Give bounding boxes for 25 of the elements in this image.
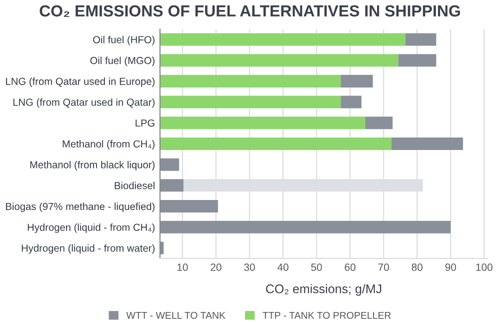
x-tick-label: 30 xyxy=(244,264,255,271)
x-tick-label: 90 xyxy=(445,264,456,271)
x-tick-label: 10 xyxy=(177,264,188,271)
x-tick-label: 70 xyxy=(378,264,389,271)
legend-label: TTP - TANK TO PROPELLER xyxy=(262,312,391,319)
y-tick-label: LPG xyxy=(136,119,154,127)
y-tick-label: Methanol (from black liquor) xyxy=(30,160,155,170)
x-axis-title: CO₂ emissions; g/MJ xyxy=(266,284,382,296)
legend-label: WTT - WELL TO TANK xyxy=(126,312,226,319)
x-tick-label: 20 xyxy=(210,264,222,271)
y-tick-label: LNG (from Qatar used in Europe) xyxy=(6,78,155,87)
x-tick-label: 60 xyxy=(344,264,356,271)
x-tick-label: 50 xyxy=(311,264,322,271)
x-tick-label: 100 xyxy=(476,264,492,271)
y-tick-label: Hydrogen (liquid - from water) xyxy=(22,244,155,254)
y-tick-label: Biodiesel xyxy=(114,182,154,190)
x-tick-label: 40 xyxy=(277,264,288,271)
y-tick-label: Oil fuel (HFO) xyxy=(93,36,155,46)
y-tick-label: Oil fuel (MGO) xyxy=(90,56,155,66)
x-tick-label: 80 xyxy=(412,264,422,271)
y-tick-label: Biogas (97% methane - liquefied) xyxy=(6,202,155,212)
chart-title: CO₂ EMISSIONS OF FUEL ALTERNATIVES IN SHIPPING xyxy=(40,5,460,17)
y-tick-label: Hydrogen (liquid - from CH₄) xyxy=(28,223,155,233)
y-tick-label: Methanol (from CH₄) xyxy=(62,140,155,150)
y-tick-label: LNG (from Qatar used in Qatar) xyxy=(13,98,155,108)
